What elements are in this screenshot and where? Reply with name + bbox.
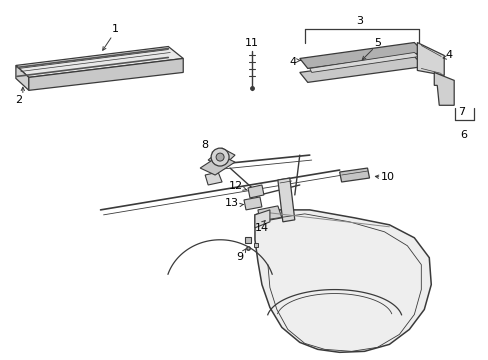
Polygon shape (416, 42, 443, 75)
Polygon shape (339, 168, 369, 182)
Polygon shape (16, 46, 183, 77)
Text: 2: 2 (15, 95, 22, 105)
Polygon shape (309, 53, 419, 72)
Polygon shape (254, 210, 430, 352)
Polygon shape (244, 197, 262, 210)
Text: 12: 12 (228, 181, 243, 191)
Circle shape (211, 148, 228, 166)
Text: 4: 4 (289, 58, 296, 67)
Text: 9: 9 (236, 252, 243, 262)
Text: 10: 10 (380, 172, 394, 182)
Text: 6: 6 (460, 130, 467, 140)
Text: 7: 7 (457, 107, 464, 117)
Text: 11: 11 (244, 37, 259, 48)
Text: 1: 1 (112, 24, 119, 33)
Circle shape (216, 153, 224, 161)
Text: 5: 5 (373, 37, 380, 48)
Polygon shape (258, 206, 281, 222)
Polygon shape (200, 155, 235, 175)
Polygon shape (433, 72, 453, 105)
Polygon shape (16, 66, 29, 90)
Text: 8: 8 (201, 140, 208, 150)
Text: 14: 14 (254, 223, 268, 233)
Polygon shape (208, 148, 235, 167)
Polygon shape (29, 58, 183, 90)
Polygon shape (254, 210, 269, 228)
Text: 3: 3 (355, 15, 362, 26)
Text: 4: 4 (445, 50, 452, 60)
Polygon shape (277, 178, 294, 222)
Polygon shape (247, 185, 264, 198)
Polygon shape (299, 57, 424, 82)
Polygon shape (299, 42, 424, 68)
Text: 13: 13 (224, 198, 239, 208)
Polygon shape (205, 172, 222, 185)
